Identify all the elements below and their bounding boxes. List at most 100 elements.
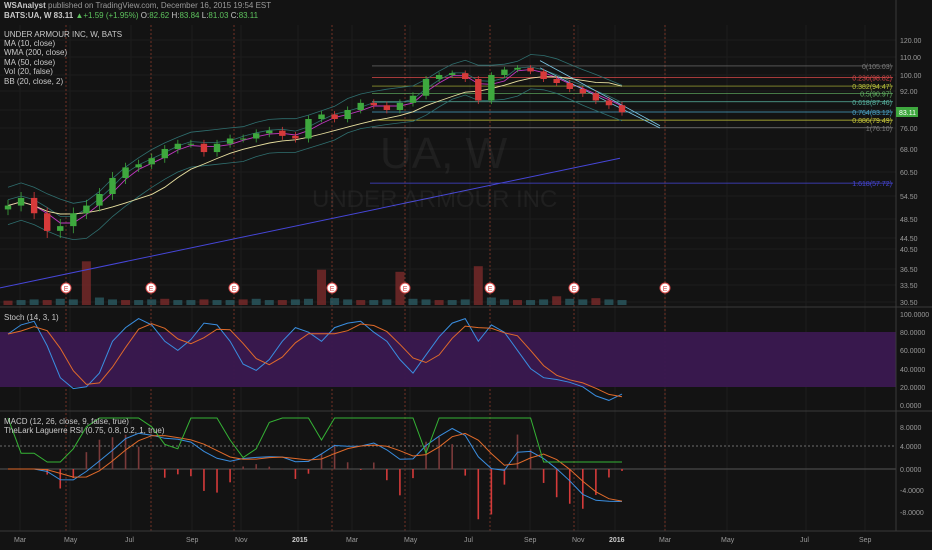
macd-histogram-bar — [307, 469, 310, 474]
macd-histogram-bar — [477, 469, 480, 520]
stoch-title: Stoch (14, 3, 1) — [4, 313, 59, 322]
author-name[interactable]: WSAnalyst — [4, 1, 46, 10]
stoch-d-line — [7, 323, 623, 398]
fib-level-label: 0.764(83.12) — [852, 110, 892, 117]
stoch-tick-label: 100.0000 — [900, 312, 929, 319]
candle-body — [396, 102, 404, 110]
macd-lines — [7, 417, 623, 520]
candle-body — [200, 143, 208, 153]
candle-body — [553, 79, 560, 83]
fib-level-label: 0.236(98.82) — [852, 75, 892, 82]
macd-histogram-bar — [490, 469, 493, 515]
price-tick-label: 100.00 — [900, 73, 922, 80]
volume-bar — [68, 299, 78, 305]
volume-bar — [303, 298, 313, 305]
low-label: L: — [201, 11, 209, 20]
macd-histogram-bar — [333, 444, 336, 470]
candle-body — [305, 119, 312, 139]
candle-body — [70, 213, 77, 227]
volume-bar — [212, 300, 222, 305]
macd-title: MACD (12, 26, close, 9, false, true) — [4, 417, 129, 426]
candle-body — [4, 205, 12, 210]
laguerre-rsi-line — [7, 417, 622, 463]
price-tick-label: 120.00 — [900, 38, 922, 45]
volume-bar — [499, 299, 509, 305]
candle-body — [109, 178, 116, 194]
fib-level-label: 0.5(90.97) — [860, 91, 892, 98]
earnings-marker-label: E — [149, 286, 154, 293]
price-tick-label: 76.00 — [900, 126, 918, 133]
time-tick-label: May — [721, 537, 735, 544]
time-tick-label: Sep — [859, 537, 872, 544]
earnings-marker — [326, 282, 338, 294]
earnings-marker-label: E — [64, 286, 69, 293]
candle-body — [540, 71, 547, 79]
earnings-marker — [145, 282, 157, 294]
time-tick-label: May — [64, 537, 78, 544]
candle-body — [174, 143, 182, 149]
open-value: 82.62 — [149, 11, 170, 20]
candle-body — [448, 73, 456, 75]
volume-bar — [29, 299, 39, 305]
candle-body — [462, 73, 469, 79]
volume-bar — [173, 300, 183, 305]
macd-tick-label: 0.0000 — [900, 467, 922, 474]
indicator-label: Vol (20, false) — [4, 67, 53, 77]
macd-tick-label: 8.0000 — [900, 425, 922, 432]
volume-bar — [317, 269, 327, 305]
volume-bar — [55, 298, 65, 305]
volume-bar — [3, 300, 13, 305]
volume-bar — [121, 300, 131, 305]
change-up-icon: ▲ — [75, 11, 84, 20]
macd-histogram-bar — [582, 469, 584, 509]
candle-body — [83, 205, 90, 214]
macd-histogram-bar — [555, 469, 558, 498]
macd-histogram-bar — [203, 469, 205, 491]
macd-histogram-bar — [177, 469, 179, 475]
stoch-tick-label: 80.0000 — [900, 330, 925, 337]
fib-level-label: 0(105.03) — [862, 64, 892, 71]
volume-bar — [421, 299, 431, 305]
time-tick-label: Jul — [800, 537, 809, 544]
candle-body — [422, 79, 430, 96]
candle-body — [226, 138, 234, 144]
volume-bar — [539, 299, 549, 305]
ma10-line — [7, 69, 623, 224]
stoch-tick-label: 20.0000 — [900, 385, 925, 392]
candle-body — [266, 130, 273, 134]
macd-histogram-bar — [150, 467, 153, 470]
channel-lower-line — [539, 67, 661, 129]
candle-body — [96, 194, 103, 206]
time-tick-label: Mar — [346, 537, 359, 544]
price-tick-label: 30.50 — [900, 300, 918, 307]
candle-body — [43, 213, 51, 231]
candle-body — [409, 95, 417, 103]
candle-body — [239, 138, 247, 140]
publish-line: WSAnalyst published on TradingView.com, … — [4, 1, 271, 10]
candle-body — [435, 75, 443, 79]
earnings-vertical-lines — [65, 25, 666, 531]
close-label: C: — [230, 11, 239, 20]
signal-line — [8, 432, 623, 502]
earnings-marker — [568, 282, 580, 294]
volume-bar — [604, 299, 614, 305]
price-tick-label: 92.00 — [900, 89, 918, 96]
candle-body — [279, 130, 286, 136]
volume-bar — [330, 298, 340, 305]
open-label: O: — [140, 11, 150, 20]
macd-histogram-bar — [163, 469, 166, 478]
macd-tick-label: -4.0000 — [900, 488, 924, 495]
candle-body — [148, 158, 155, 165]
indicator-label: WMA (200, close) — [4, 48, 68, 58]
time-tick-label: May — [404, 537, 418, 544]
volume-bar — [160, 298, 170, 305]
indicator-label: BB (20, close, 2) — [4, 76, 64, 86]
volume-bar — [473, 266, 483, 305]
volume-bar — [264, 300, 274, 305]
candle-body — [331, 114, 338, 119]
earnings-marker — [484, 282, 496, 294]
macd-histogram-bar — [320, 453, 323, 470]
price-tick-label: 44.50 — [900, 236, 918, 243]
volume-bar — [251, 298, 261, 305]
volume-bar — [81, 261, 91, 305]
